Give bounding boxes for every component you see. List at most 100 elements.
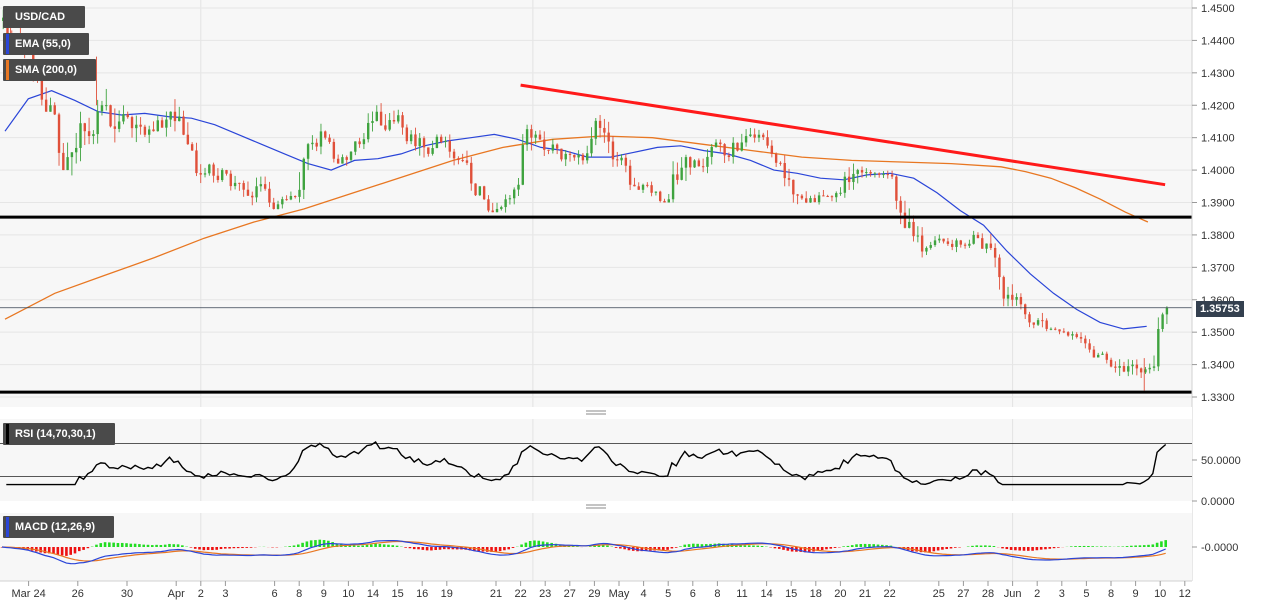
bear-candle [603, 127, 606, 133]
bull-candle [968, 243, 971, 246]
time-tick-label: 6 [272, 588, 278, 600]
bull-candle [714, 142, 718, 147]
bull-candle [671, 174, 675, 200]
bull-candle [680, 167, 683, 180]
macd-histogram-bar [365, 544, 369, 547]
bull-candle [620, 157, 623, 161]
time-tick-label: 15 [391, 588, 403, 600]
rsi-panel[interactable] [0, 419, 1192, 501]
pane-resize-handle-2[interactable] [0, 501, 1192, 513]
macd-label-text: MACD (12,26,9) [15, 521, 96, 533]
macd-histogram-bar [752, 545, 755, 547]
macd-histogram-bar [1018, 547, 1022, 551]
bear-candle [414, 134, 417, 147]
sma-label[interactable]: SMA (200,0) [3, 59, 96, 81]
bull-candle [100, 105, 104, 112]
macd-histogram-bar [301, 542, 304, 547]
bull-candle [1118, 366, 1121, 368]
bear-candle [1135, 364, 1139, 369]
bear-candle [152, 129, 155, 132]
bear-candle [1041, 320, 1044, 322]
bear-candle [315, 142, 318, 147]
macd-histogram-bar [855, 544, 858, 547]
ema-55-line [4, 90, 1147, 330]
macd-histogram-bar [181, 545, 184, 547]
macd-histogram-bar [129, 543, 133, 547]
macd-histogram-bar [696, 543, 699, 547]
bear-candle [461, 160, 464, 162]
time-tick-label: 14 [367, 588, 379, 600]
bull-candle [165, 119, 168, 128]
time-tick-label: 22 [883, 588, 895, 600]
price-axis[interactable]: 1.4500 1.4400 1.4300 1.4200 1.4100 1.4000 1.39… [1191, 0, 1235, 581]
macd-histogram-bar [357, 545, 360, 547]
time-tick-label: 29 [588, 588, 600, 600]
bear-candle [581, 154, 585, 161]
bear-candle [946, 241, 950, 244]
bear-candle [762, 134, 765, 138]
macd-histogram-bar [773, 547, 777, 549]
instrument-label[interactable]: USD/CAD [3, 6, 85, 28]
macd-histogram-bar [644, 547, 648, 551]
bear-candle [903, 212, 907, 228]
macd-histogram-bar [318, 539, 322, 547]
macd-histogram-bar [391, 545, 395, 547]
bear-candle [1062, 331, 1066, 333]
bull-candle [865, 172, 868, 174]
bull-candle [341, 157, 344, 164]
time-tick-label: Jun [1004, 588, 1022, 600]
macd-histogram-bar [447, 547, 450, 550]
bull-candle [564, 153, 567, 160]
macd-line [1, 540, 1166, 565]
support-resistance-lines [0, 215, 1192, 394]
price-panel[interactable] [0, 0, 1192, 407]
bull-candle [908, 221, 911, 228]
bear-candle [1032, 322, 1035, 325]
macd-histogram-bar [1138, 545, 1142, 547]
macd-histogram-bar [1005, 547, 1009, 550]
bull-candle [495, 208, 499, 213]
macd-histogram-bar [95, 544, 98, 547]
time-axis[interactable]: Mar 24 26 30 Apr 2 3 6 8 9 10 14 15 16 19 21 22 23 27 29 Ma… [0, 580, 1192, 600]
macd-histogram-bar [1022, 547, 1026, 551]
rsi-label[interactable]: RSI (14,70,30,1) [3, 423, 115, 445]
bull-candle [929, 245, 932, 248]
price-tick-label: 1.3900 [1201, 198, 1235, 210]
price-tick-label: 1.4400 [1201, 35, 1235, 47]
macd-histogram-bar [56, 547, 60, 555]
bull-candle [105, 105, 108, 107]
bear-candle [963, 244, 967, 246]
macd-histogram-bar [653, 547, 657, 551]
macd-histogram-bar [880, 544, 884, 547]
macd-histogram-bar [872, 544, 876, 547]
macd-histogram-bar [146, 544, 150, 547]
macd-histogram-bar [601, 544, 605, 547]
bear-candle [899, 200, 902, 213]
macd-histogram-bar [975, 545, 979, 547]
macd-histogram-bar [876, 544, 880, 547]
macd-histogram-bar [679, 546, 682, 547]
macd-histogram-bar [1147, 544, 1150, 547]
bear-candle [53, 105, 56, 115]
bull-candle [500, 207, 503, 209]
bear-candle [457, 158, 460, 161]
macd-histogram-bar [941, 547, 944, 550]
bull-candle [839, 192, 842, 194]
macd-histogram-bar [245, 547, 249, 548]
bear-candle [976, 234, 980, 239]
macd-histogram-bar [782, 547, 785, 550]
macd-histogram-bar [361, 545, 365, 547]
pane-resize-handle[interactable] [0, 407, 1192, 419]
macd-histogram-bar [1121, 546, 1125, 547]
ema-label[interactable]: EMA (55,0) [3, 33, 89, 55]
macd-label[interactable]: MACD (12,26,9) [3, 516, 114, 538]
macd-histogram-bar [949, 547, 953, 549]
macd-histogram-bar [99, 543, 103, 547]
macd-histogram-bar [1039, 547, 1043, 550]
bull-candle [809, 198, 812, 203]
macd-histogram-bar [73, 547, 77, 554]
macd-histogram-bar [533, 540, 536, 547]
time-tick-label: 26 [72, 588, 84, 600]
macd-histogram-bar [816, 547, 820, 551]
